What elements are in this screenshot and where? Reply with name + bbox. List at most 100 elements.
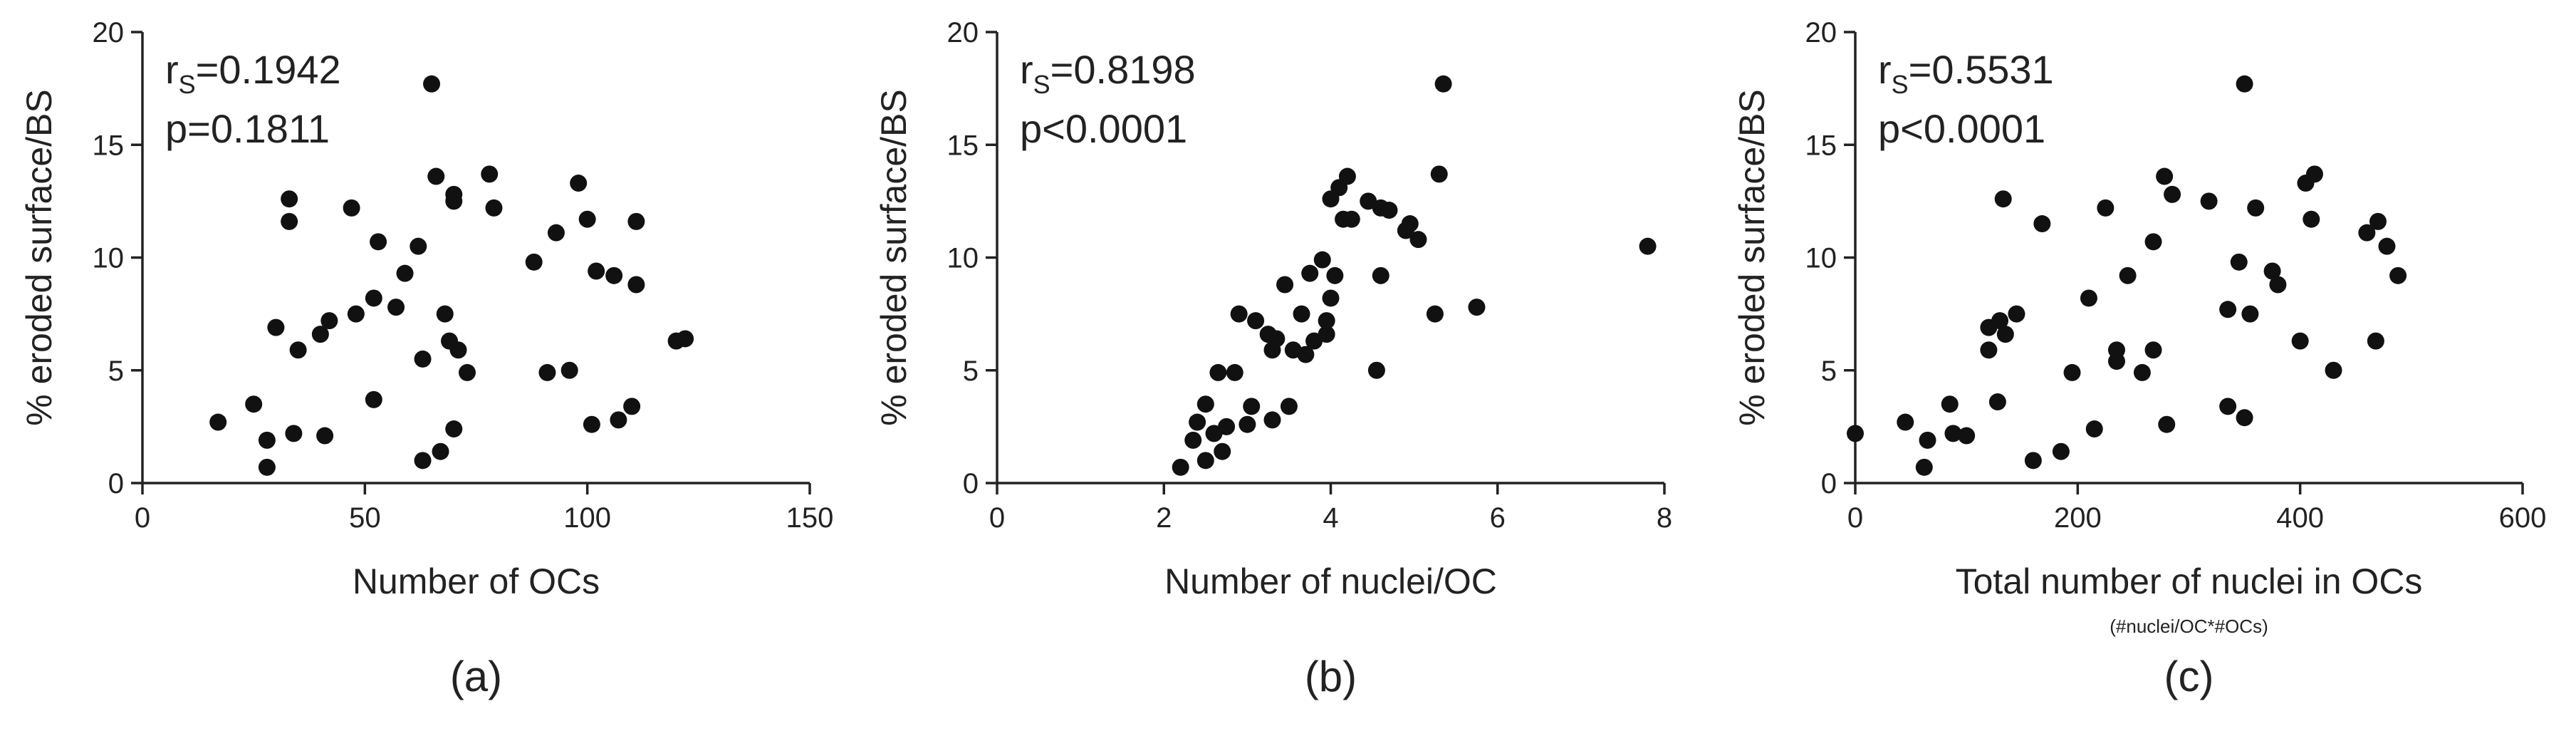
x-tick-label: 0 xyxy=(135,502,150,534)
data-point xyxy=(1318,312,1335,330)
data-point xyxy=(1434,75,1452,93)
y-tick-label: 20 xyxy=(1805,17,1837,48)
data-point xyxy=(396,264,414,282)
rs-value: =0.8198 xyxy=(1050,47,1196,92)
data-point xyxy=(1280,398,1298,415)
data-point xyxy=(445,192,463,210)
data-point xyxy=(2369,212,2387,230)
data-point xyxy=(1994,190,2012,208)
data-point xyxy=(289,341,307,359)
data-point xyxy=(343,199,360,217)
y-axis-label: % eroded surface/BS xyxy=(874,89,914,426)
y-tick-label: 0 xyxy=(108,468,124,499)
data-point xyxy=(1430,165,1448,183)
data-point xyxy=(1209,363,1227,381)
data-point xyxy=(481,165,499,183)
rs-subscript: S xyxy=(179,70,196,99)
data-point xyxy=(578,210,596,228)
data-point xyxy=(1322,289,1340,307)
data-point xyxy=(258,458,276,476)
data-point xyxy=(588,262,605,280)
data-point xyxy=(258,431,276,449)
data-point xyxy=(2097,199,2114,217)
data-point xyxy=(1941,395,1959,413)
data-point xyxy=(1189,413,1206,431)
y-tick-label: 0 xyxy=(963,468,979,499)
y-tick-label: 15 xyxy=(1805,130,1837,161)
data-point xyxy=(1226,363,1243,381)
data-point xyxy=(432,442,449,460)
data-point xyxy=(1468,299,1486,316)
data-point xyxy=(414,350,432,368)
data-point xyxy=(281,212,298,230)
data-point xyxy=(285,425,303,442)
data-point xyxy=(605,266,623,284)
p-value-annotation: p=0.1811 xyxy=(165,106,330,151)
data-point xyxy=(2367,332,2384,350)
data-point xyxy=(320,312,338,330)
data-point xyxy=(1230,305,1248,323)
data-point xyxy=(1897,413,1914,431)
correlation-annotation: rS=0.1942 xyxy=(165,47,341,99)
data-point xyxy=(436,305,454,323)
data-point xyxy=(2085,420,2103,438)
data-point xyxy=(2156,167,2174,185)
data-point xyxy=(2119,266,2137,284)
data-point xyxy=(2144,233,2162,251)
data-point xyxy=(1276,276,1294,294)
data-point xyxy=(1247,312,1265,330)
y-axis-label: % eroded surface/BS xyxy=(19,89,59,426)
data-point xyxy=(627,212,645,230)
data-point xyxy=(1268,330,1286,348)
data-point xyxy=(2378,237,2396,255)
data-point xyxy=(1301,264,1319,282)
data-point xyxy=(267,318,285,336)
data-point xyxy=(1988,393,2006,411)
x-tick-label: 600 xyxy=(2499,502,2547,534)
data-point xyxy=(281,190,298,208)
data-point xyxy=(2063,363,2081,381)
data-point xyxy=(560,361,578,379)
data-point xyxy=(2241,305,2259,323)
panel-label: (b) xyxy=(1305,653,1357,700)
y-tick-label: 10 xyxy=(947,243,979,274)
data-point xyxy=(1639,237,1657,255)
data-point xyxy=(1915,458,1933,476)
data-point xyxy=(423,75,441,93)
data-point xyxy=(311,326,329,343)
y-tick-label: 5 xyxy=(108,356,124,387)
x-tick-label: 200 xyxy=(2054,502,2102,534)
data-point xyxy=(610,411,627,429)
data-point xyxy=(570,175,588,192)
data-point xyxy=(1326,266,1344,284)
data-point xyxy=(2236,409,2253,427)
data-point xyxy=(2008,305,2025,323)
data-point xyxy=(2133,363,2151,381)
data-point xyxy=(583,415,600,433)
data-point xyxy=(2219,398,2237,415)
x-axis-label: Total number of nuclei in OCs xyxy=(1956,561,2423,601)
data-point xyxy=(1980,341,1998,359)
rs-subscript: S xyxy=(1892,70,1909,99)
data-point xyxy=(2263,262,2281,280)
y-tick-label: 15 xyxy=(947,130,979,161)
x-tick-label: 2 xyxy=(1156,502,1172,534)
data-point xyxy=(2291,332,2309,350)
data-point xyxy=(2269,276,2287,294)
data-point xyxy=(2052,442,2070,460)
data-point xyxy=(1218,418,1236,435)
data-point xyxy=(1297,346,1315,363)
data-point xyxy=(1409,231,1427,249)
data-point xyxy=(1996,326,2014,343)
data-point xyxy=(2200,192,2218,210)
correlation-annotation: rS=0.5531 xyxy=(1878,47,2054,99)
data-point xyxy=(387,299,405,316)
x-axis-label: Number of nuclei/OC xyxy=(1164,561,1497,601)
data-point xyxy=(2236,75,2253,93)
chart-panel-1: 0 5 10 15 20 0 50 100 150 % eroded surface/BS Numb… xyxy=(19,17,833,700)
x-tick-label: 150 xyxy=(786,502,834,534)
panel-label: (c) xyxy=(2164,653,2214,700)
data-point xyxy=(1338,167,1356,185)
y-tick-label: 20 xyxy=(93,17,125,48)
